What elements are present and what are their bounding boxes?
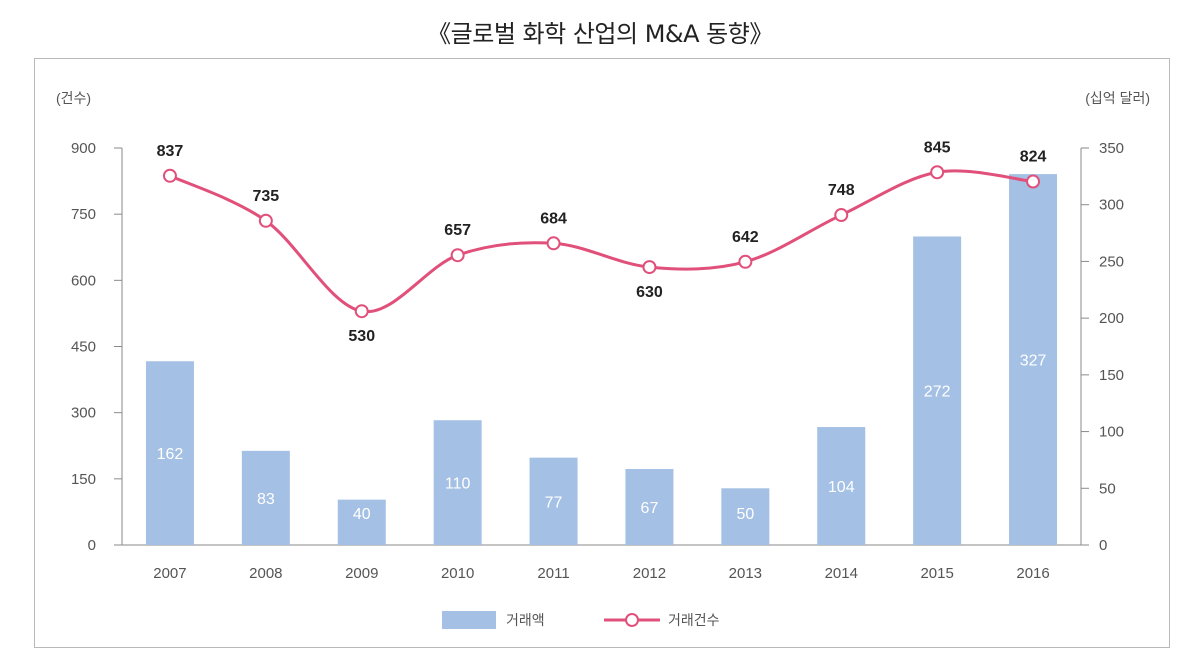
left-tick-label: 450 [71,339,96,356]
bar [913,236,962,545]
bar-value-label: 40 [353,506,371,523]
x-tick-label: 2014 [825,565,858,582]
x-tick-label: 2008 [249,565,282,582]
legend-layer: 거래액 거래건수 [442,611,720,629]
line-point [258,213,273,228]
left-axis-unit-label: (건수) [56,90,91,106]
bars-layer [145,174,1058,546]
x-tick-label: 2016 [1016,565,1049,582]
bar-value-label: 83 [257,491,275,508]
line-point [738,254,753,269]
right-tick-label: 100 [1099,424,1124,441]
line-value-label: 748 [828,182,855,199]
line-value-label: 837 [157,143,184,160]
legend-bar-label: 거래액 [506,612,545,628]
bar [433,420,482,545]
right-tick-label: 200 [1099,310,1124,327]
bar [625,469,674,545]
line-value-label: 657 [444,222,471,239]
bar-value-label: 110 [445,476,471,493]
line-point [546,236,561,251]
labels-layer: 162 83 40 110 77 67 50 104 272 327 837 735 530 657 684… [157,139,1047,523]
left-tick-label: 0 [88,537,96,554]
chart-title: 《글로벌 화학 산업의 M&A 동향》 [427,20,773,48]
right-tick-label: 250 [1099,253,1124,270]
x-tick-label: 2007 [153,565,186,582]
line-point [834,208,849,223]
bar-value-label: 272 [924,384,951,401]
right-tick-label: 150 [1099,367,1124,384]
left-tick-label: 300 [71,405,96,422]
bar [241,450,290,545]
bar [337,499,386,545]
bar-value-label: 104 [828,479,855,496]
bar-value-label: 77 [545,494,563,511]
x-tick-label: 2010 [441,565,474,582]
bar [1009,174,1058,546]
left-tick-label: 600 [71,272,96,289]
line-value-label: 735 [252,188,279,205]
bar [529,457,578,545]
line-point [450,248,465,263]
x-tick-label: 2015 [920,565,953,582]
x-tick-label: 2011 [537,565,569,582]
line-point [354,304,369,319]
chart: 0 150 300 450 600 750 900 0 50 100 150 200 250 300 350… [56,90,1150,629]
x-tick-label: 2009 [345,565,378,582]
bar [721,488,770,545]
line-layer [162,165,1041,319]
line-value-label: 530 [348,328,375,345]
bar-value-label: 50 [736,506,754,523]
x-tick-label: 2013 [729,565,762,582]
bar-value-label: 327 [1020,353,1047,370]
line-value-label: 642 [732,229,759,246]
legend-bar-swatch [442,611,496,629]
bar [817,427,866,545]
axes-layer: 0 150 300 450 600 750 900 0 50 100 150 200 250 300 350… [56,90,1150,582]
line-point [930,165,945,180]
legend-line-marker [625,613,639,627]
line-value-label: 684 [540,210,567,227]
right-tick-label: 0 [1099,537,1107,554]
right-axis-unit-label: (십억 달러) [1085,90,1150,106]
right-tick-label: 350 [1099,140,1124,157]
line-point [162,168,177,183]
legend-line-label: 거래건수 [668,612,720,628]
bar-value-label: 162 [157,446,184,463]
right-tick-label: 50 [1099,480,1116,497]
bar-value-label: 67 [641,500,659,517]
line-value-label: 824 [1020,149,1047,166]
left-tick-label: 150 [71,471,96,488]
line-value-label: 630 [636,284,663,301]
line-point [642,260,657,275]
x-tick-label: 2012 [633,565,666,582]
left-tick-label: 750 [71,206,96,223]
bar [145,361,194,545]
right-tick-label: 300 [1099,197,1124,214]
line-point [1026,174,1041,189]
count-series-line [169,169,1034,314]
left-tick-label: 900 [71,140,96,157]
line-value-label: 845 [924,139,951,156]
